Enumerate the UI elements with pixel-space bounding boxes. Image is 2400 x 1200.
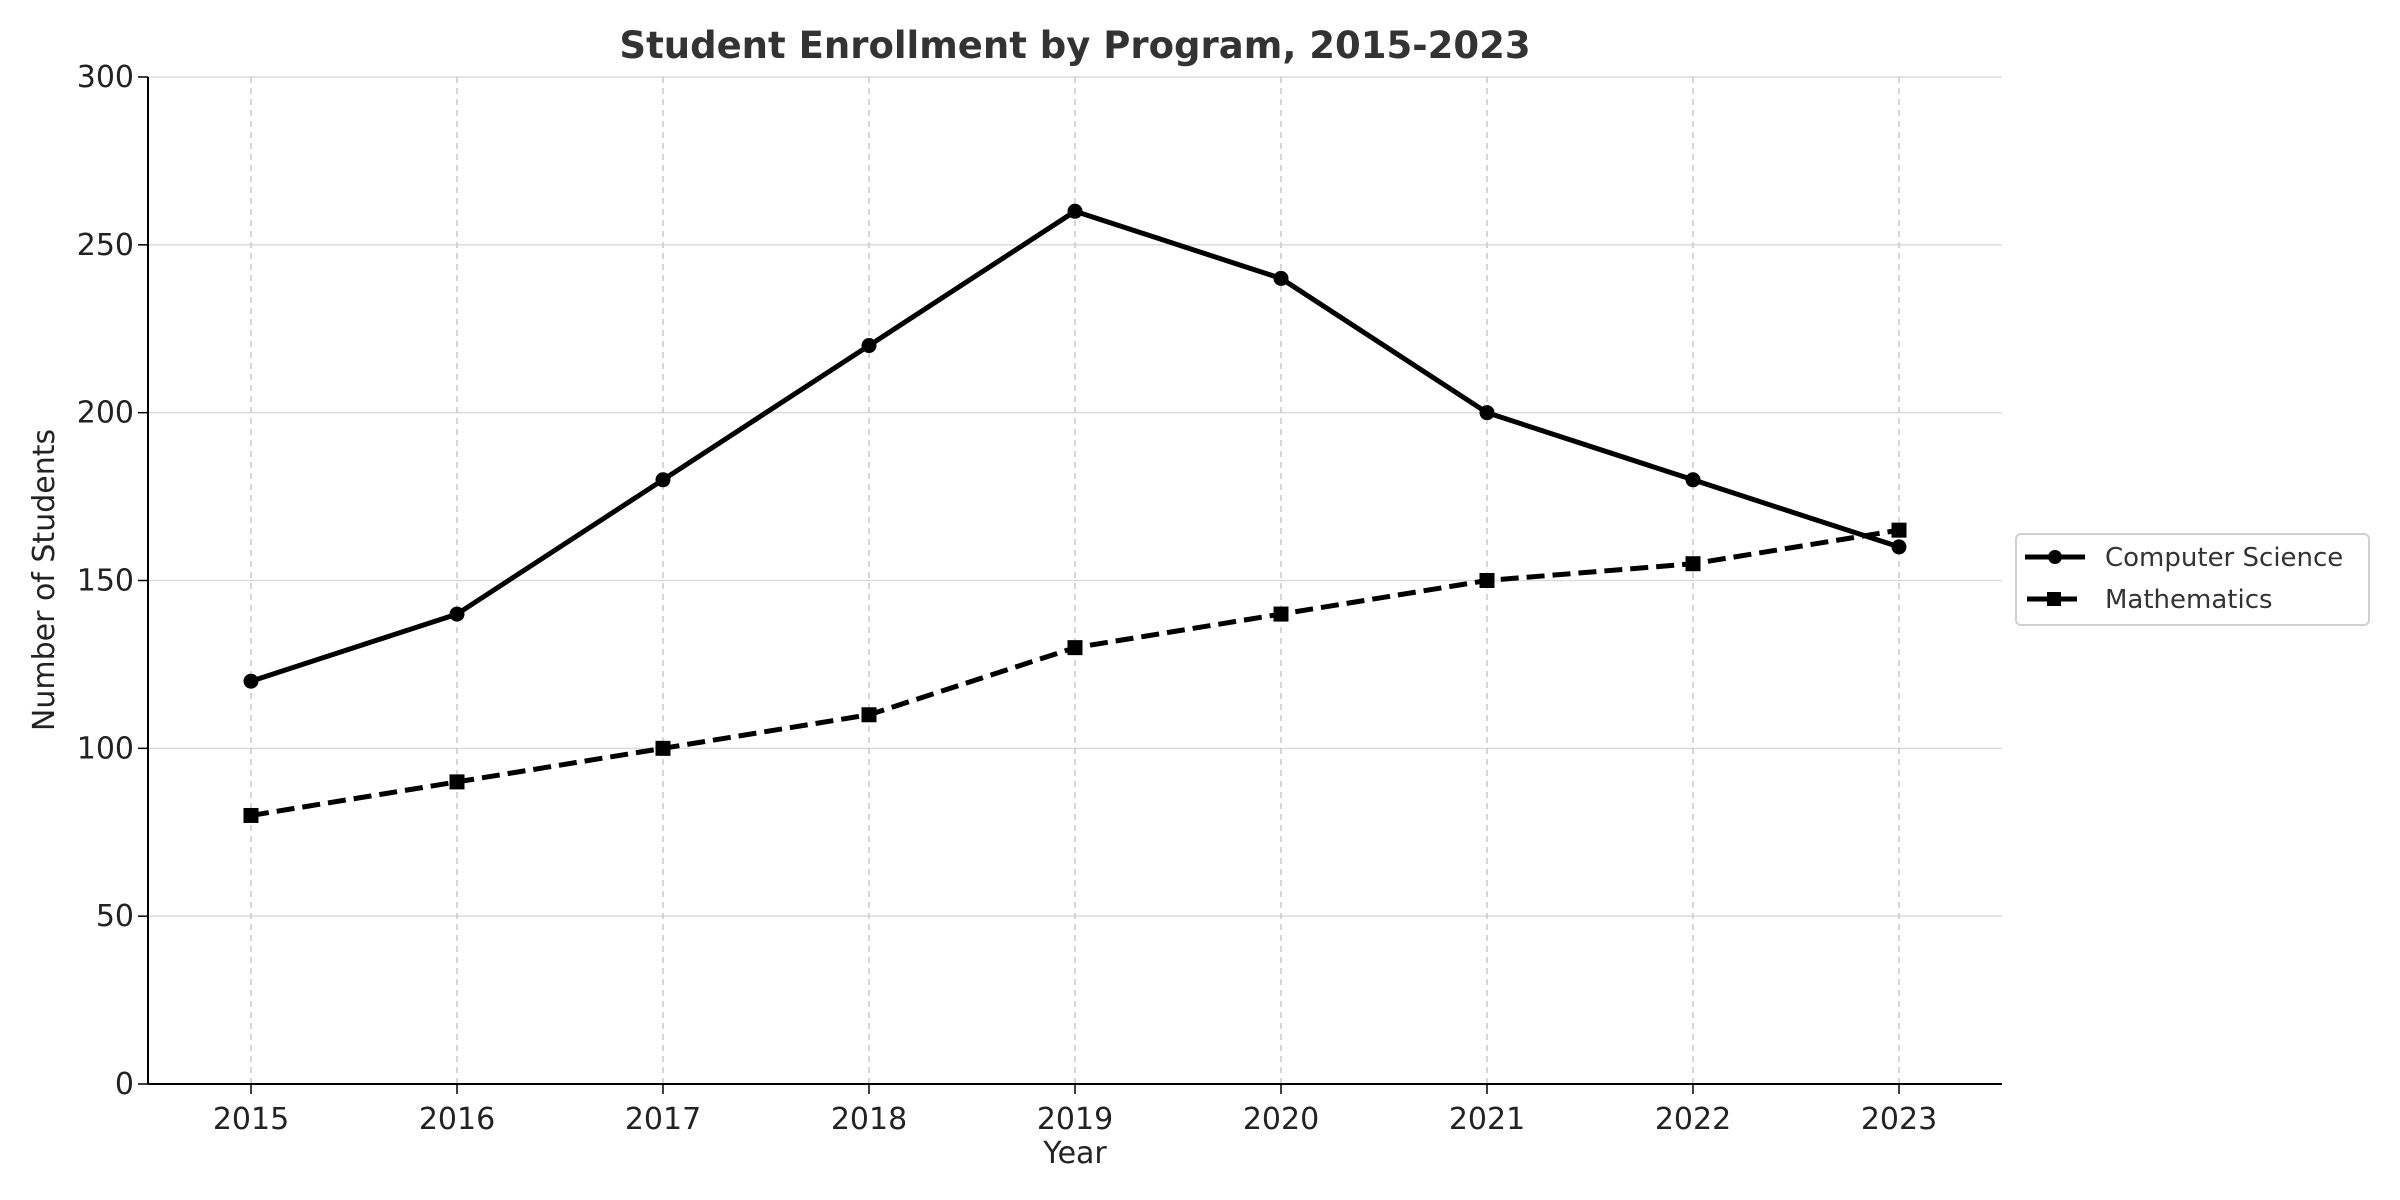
data-point-square: [243, 807, 259, 823]
y-tick-label: 0: [115, 1067, 134, 1102]
legend-label-math: Mathematics: [2105, 585, 2273, 615]
data-point-square: [861, 707, 877, 723]
x-tick-label: 2021: [1449, 1102, 1525, 1137]
data-point-circle: [655, 472, 671, 488]
legend-marker-circle-icon: [2048, 550, 2062, 564]
data-point-circle: [1685, 472, 1701, 488]
data-point-circle: [243, 673, 259, 689]
legend-frame: [2015, 533, 2370, 626]
y-tick-label: 300: [77, 60, 134, 95]
x-tick-label: 2016: [419, 1102, 495, 1137]
data-point-square: [1479, 573, 1495, 588]
y-tick-label: 200: [77, 396, 134, 431]
data-point-square: [1685, 556, 1701, 572]
x-axis-label: Year: [1042, 1136, 1107, 1171]
legend: Computer Science Mathematics: [2015, 533, 2370, 626]
y-axis-label: Number of Students: [27, 429, 62, 731]
x-tick-label: 2015: [213, 1102, 289, 1137]
x-tick-label: 2018: [831, 1102, 907, 1137]
axes: [138, 76, 2002, 1094]
x-tick-label: 2020: [1243, 1102, 1319, 1137]
data-point-square: [1891, 522, 1907, 538]
x-tick-label: 2017: [625, 1102, 701, 1137]
grid: [148, 76, 2002, 1085]
y-tick-label: 50: [96, 899, 134, 934]
x-tick-label: 2023: [1861, 1102, 1937, 1137]
data-point-circle: [1891, 539, 1907, 555]
data-point-square: [1273, 606, 1289, 622]
y-tick-label: 150: [77, 564, 134, 599]
x-tick-label: 2019: [1037, 1102, 1113, 1137]
data-point-square: [449, 774, 465, 790]
data-point-circle: [1273, 270, 1289, 286]
chart-title: Student Enrollment by Program, 2015-2023: [619, 24, 1530, 67]
data-point-square: [1067, 640, 1083, 656]
tick-labels: 0 50 100 150 200 250 300 2015 2016 2017 2018 2019 20…: [77, 60, 1937, 1137]
legend-marker-square-icon: [2047, 592, 2061, 606]
data-point-square: [655, 740, 671, 756]
data-point-circle: [861, 338, 877, 354]
y-tick-label: 100: [77, 731, 134, 766]
data-point-circle: [1479, 405, 1495, 421]
data-point-circle: [1067, 203, 1083, 219]
data-point-circle: [449, 606, 465, 622]
legend-label-cs: Computer Science: [2105, 543, 2343, 573]
series-group: [243, 203, 1907, 823]
y-tick-label: 250: [77, 228, 134, 263]
x-tick-label: 2022: [1655, 1102, 1731, 1137]
